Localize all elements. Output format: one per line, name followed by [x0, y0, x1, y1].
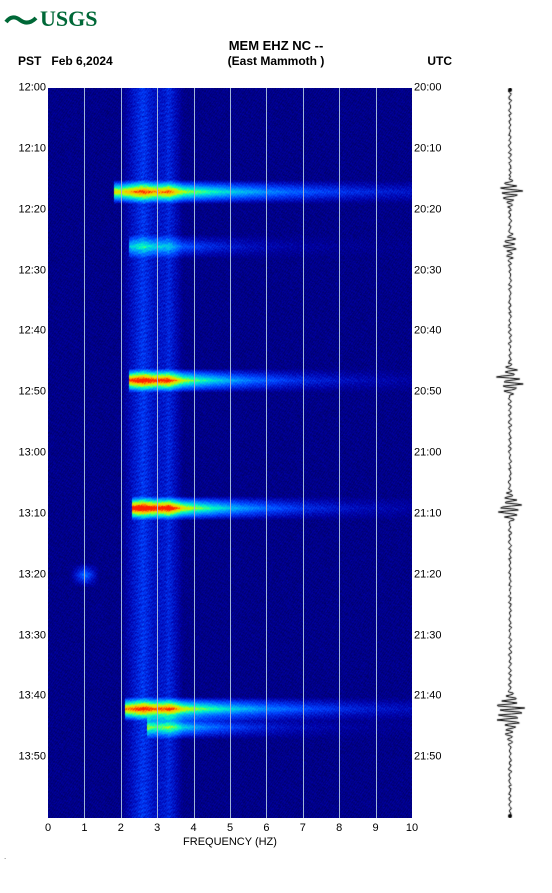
- right-tick: 21:30: [414, 630, 454, 641]
- left-tick: 12:30: [0, 265, 46, 276]
- station-subtitle: (East Mammoth ): [0, 54, 552, 68]
- left-tick: 13:00: [0, 448, 46, 459]
- spectrogram-plot: [48, 88, 412, 818]
- left-tick: 12:50: [0, 387, 46, 398]
- right-tick: 20:10: [414, 143, 454, 154]
- freq-tick: 2: [118, 822, 124, 834]
- right-tick: 20:20: [414, 204, 454, 215]
- freq-tick: 0: [45, 822, 51, 834]
- left-tick: 13:10: [0, 508, 46, 519]
- footer-mark: .: [4, 852, 6, 861]
- right-tick: 21:50: [414, 752, 454, 763]
- logo-text: USGS: [40, 6, 97, 31]
- left-tick: 13:40: [0, 691, 46, 702]
- station-title: MEM EHZ NC --: [0, 38, 552, 53]
- freq-tick: 9: [373, 822, 379, 834]
- seismogram-trace: [490, 88, 530, 818]
- right-tick: 20:40: [414, 326, 454, 337]
- left-tick: 12:40: [0, 326, 46, 337]
- left-tick: 12:00: [0, 83, 46, 94]
- right-time-axis: 20:0020:1020:2020:3020:4020:5021:0021:10…: [414, 88, 454, 818]
- spectrogram-canvas: [48, 88, 412, 818]
- logo-wave-icon: [6, 17, 36, 22]
- freq-tick: 1: [81, 822, 87, 834]
- freq-tick: 4: [191, 822, 197, 834]
- left-tick: 12:10: [0, 143, 46, 154]
- right-tick: 20:00: [414, 83, 454, 94]
- usgs-logo: USGS: [4, 4, 104, 37]
- frequency-axis: FREQUENCY (HZ) 012345678910: [48, 822, 412, 862]
- left-tick: 13:30: [0, 630, 46, 641]
- freq-tick: 10: [406, 822, 418, 834]
- freq-tick: 8: [336, 822, 342, 834]
- plot-header: MEM EHZ NC -- PST Feb 6,2024 (East Mammo…: [0, 38, 552, 53]
- seismogram-canvas: [490, 88, 530, 818]
- freq-tick: 5: [227, 822, 233, 834]
- right-tick: 20:50: [414, 387, 454, 398]
- left-time-axis: 12:0012:1012:2012:3012:4012:5013:0013:10…: [0, 88, 46, 818]
- right-tick: 21:00: [414, 448, 454, 459]
- frequency-axis-label: FREQUENCY (HZ): [48, 836, 412, 848]
- freq-tick: 7: [300, 822, 306, 834]
- left-tick: 13:20: [0, 569, 46, 580]
- right-tick: 20:30: [414, 265, 454, 276]
- left-tick: 12:20: [0, 204, 46, 215]
- left-tick: 13:50: [0, 752, 46, 763]
- right-tick: 21:20: [414, 569, 454, 580]
- right-tick: 21:10: [414, 508, 454, 519]
- right-tick: 21:40: [414, 691, 454, 702]
- freq-tick: 6: [263, 822, 269, 834]
- freq-tick: 3: [154, 822, 160, 834]
- tz-right: UTC: [427, 54, 452, 68]
